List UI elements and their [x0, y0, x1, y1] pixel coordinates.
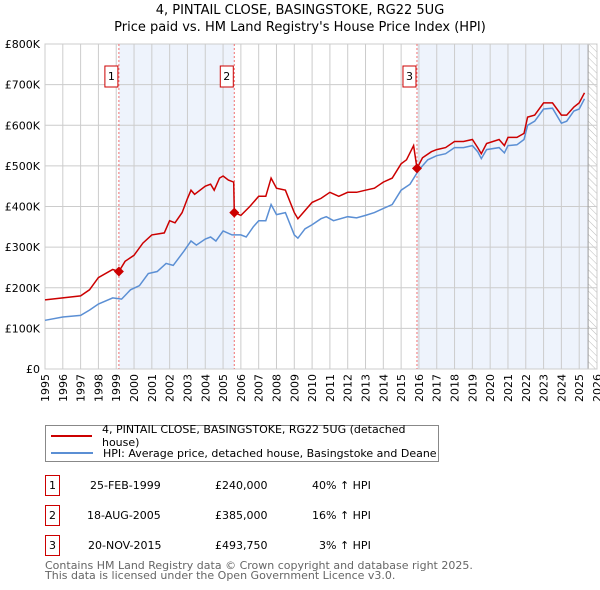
- y-tick-label: £500K: [5, 160, 41, 173]
- x-tick-label: 2009: [288, 374, 301, 402]
- x-tick-label: 2021: [502, 374, 515, 402]
- sale-hpi-diff: 40% ↑ HPI: [312, 479, 371, 492]
- sale-date: 20-NOV-2015: [88, 539, 162, 552]
- legend-swatch-property: [51, 435, 92, 437]
- x-tick-label: 2012: [342, 374, 355, 402]
- sale-hpi-diff: 3% ↑ HPI: [319, 539, 371, 552]
- x-tick-label: 1997: [75, 374, 88, 402]
- x-tick-label: 2022: [520, 374, 533, 402]
- sale-marker-label: 3: [45, 535, 60, 556]
- x-tick-label: 2008: [270, 374, 283, 402]
- series-line: [44, 92, 586, 301]
- sale-label-box: [219, 65, 234, 88]
- sale-marker: [229, 207, 240, 218]
- legend-label-hpi: HPI: Average price, detached house, Basi…: [103, 446, 437, 460]
- sale-date: 25-FEB-1999: [90, 479, 161, 492]
- sale-label-box: [104, 65, 119, 88]
- sale-row: 3 20-NOV-2015 £493,750 3% ↑ HPI: [45, 535, 445, 557]
- sale-price: £385,000: [215, 509, 268, 522]
- sale-price: £493,750: [215, 539, 268, 552]
- sale-marker-label: 1: [45, 475, 60, 496]
- x-tick-label: 1995: [39, 374, 52, 402]
- sale-label-text: 3: [406, 70, 413, 83]
- legend-swatch-hpi: [51, 452, 93, 454]
- x-tick-label: 2006: [235, 374, 248, 402]
- chart-subtitle: Price paid vs. HM Land Registry's House …: [114, 20, 486, 35]
- x-tick-label: 2002: [164, 374, 177, 402]
- y-tick-label: £100K: [5, 322, 41, 335]
- x-tick-label: 2001: [146, 374, 159, 402]
- y-tick-label: £600K: [5, 119, 41, 132]
- x-tick-label: 2003: [181, 374, 194, 402]
- x-tick-label: 1996: [57, 374, 70, 402]
- legend: 4, PINTAIL CLOSE, BASINGSTOKE, RG22 5UG …: [45, 423, 439, 462]
- series-line: [44, 98, 586, 322]
- x-tick-label: 2014: [377, 374, 390, 402]
- sale-marker-label: 2: [45, 505, 60, 526]
- x-tick-label: 2010: [306, 374, 319, 402]
- sale-price: £240,000: [215, 479, 268, 492]
- x-tick-label: 2000: [128, 374, 141, 402]
- chart-title: 4, PINTAIL CLOSE, BASINGSTOKE, RG22 5UG: [155, 3, 445, 18]
- sale-date: 18-AUG-2005: [87, 509, 161, 522]
- x-tick-label: 2005: [217, 374, 230, 402]
- sale-marker: [113, 266, 124, 277]
- sale-marker: [411, 163, 422, 174]
- y-tick-label: £400K: [5, 201, 41, 214]
- footer-copyright: Contains HM Land Registry data © Crown c…: [45, 559, 473, 572]
- x-tick-label: 2007: [253, 374, 266, 402]
- legend-label-property: 4, PINTAIL CLOSE, BASINGSTOKE, RG22 5UG …: [101, 423, 406, 449]
- x-tick-label: 2020: [484, 374, 497, 402]
- sale-label-text: 2: [223, 70, 230, 83]
- sale-label-box: [402, 65, 417, 88]
- x-tick-label: 2016: [413, 374, 426, 402]
- x-tick-label: 2019: [466, 374, 479, 402]
- x-tick-label: 2013: [360, 374, 373, 402]
- x-tick-label: 2011: [324, 374, 337, 402]
- x-tick-label: 2024: [555, 374, 568, 402]
- sale-label-text: 1: [108, 70, 115, 83]
- x-tick-label: 2023: [538, 374, 551, 402]
- y-tick-label: £800K: [5, 38, 41, 51]
- footer-licence: This data is licensed under the Open Gov…: [45, 569, 396, 582]
- sale-row: 2 18-AUG-2005 £385,000 16% ↑ HPI: [45, 505, 445, 527]
- x-tick-label: 2017: [431, 374, 444, 402]
- y-tick-label: £0: [26, 363, 40, 376]
- x-tick-label: 2025: [573, 374, 586, 402]
- y-tick-label: £700K: [5, 79, 41, 92]
- plot-border: [44, 43, 598, 370]
- y-tick-label: £300K: [5, 241, 41, 254]
- x-tick-label: 2018: [449, 374, 462, 402]
- x-tick-label: 2004: [199, 374, 212, 402]
- y-tick-label: £200K: [5, 282, 41, 295]
- x-tick-label: 1998: [92, 374, 105, 402]
- sale-row: 1 25-FEB-1999 £240,000 40% ↑ HPI: [45, 475, 445, 497]
- x-tick-label: 2015: [395, 374, 408, 402]
- plot-area: 1995 1996 1997 1998 1999 2000 2001 2002 2003 2004…: [5, 38, 600, 402]
- x-tick-label: 2026: [591, 374, 600, 402]
- sale-hpi-diff: 16% ↑ HPI: [312, 509, 371, 522]
- x-tick-label: 1999: [110, 374, 123, 402]
